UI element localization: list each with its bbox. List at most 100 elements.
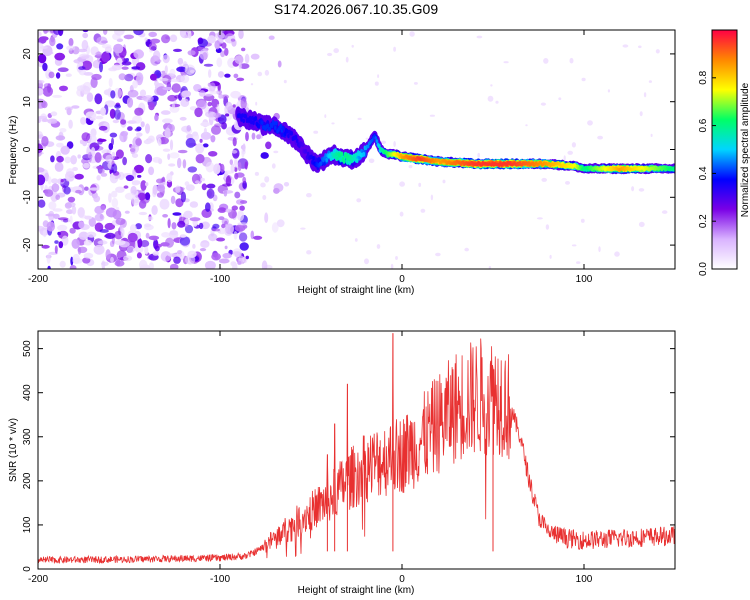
noise-blob (200, 177, 205, 182)
noise-blob (82, 257, 91, 264)
noise-blob (238, 232, 248, 242)
noise-blob (211, 228, 221, 232)
spectrogram-x-tick-label: -200 (28, 274, 48, 285)
noise-blob (254, 171, 259, 176)
ridge-mark (244, 114, 248, 119)
noise-blob (139, 259, 148, 269)
noise-blob (98, 125, 108, 131)
noise-blob (41, 244, 50, 249)
noise-blob (48, 201, 57, 210)
noise-blob (71, 105, 80, 109)
noise-blob (167, 218, 171, 229)
noise-speck (300, 227, 306, 230)
noise-blob (242, 143, 246, 152)
noise-blob (97, 240, 108, 245)
noise-blob (111, 163, 118, 174)
ridge-mark (355, 158, 359, 164)
spectrogram-y-tick-label: -10 (22, 190, 33, 205)
noise-blob (173, 256, 181, 264)
noise-blob (83, 72, 94, 76)
noise-blob (69, 227, 76, 234)
noise-blob (276, 219, 285, 228)
noise-speck (257, 71, 263, 77)
noise-blob (123, 255, 133, 262)
noise-blob (114, 240, 126, 246)
noise-blob (234, 166, 238, 172)
noise-blob (225, 208, 232, 213)
ridge-mark (286, 129, 289, 134)
noise-blob (136, 252, 142, 259)
noise-speck (390, 263, 394, 269)
snr-x-tick-label: -200 (28, 574, 48, 585)
noise-blob (179, 236, 191, 246)
ridge-mark (324, 153, 327, 158)
noise-blob (185, 137, 196, 148)
noise-blob (172, 212, 182, 216)
noise-blob (223, 190, 228, 197)
noise-blob (166, 173, 173, 183)
noise-blob (153, 50, 161, 61)
noise-blob (111, 151, 116, 160)
noise-blob (120, 119, 127, 125)
noise-blob (177, 57, 184, 65)
noise-blob (209, 90, 220, 95)
noise-blob (121, 66, 129, 70)
ridge-mark (257, 123, 261, 129)
noise-speck (631, 186, 635, 192)
noise-blob (38, 174, 46, 186)
noise-blob (160, 251, 172, 262)
noise-blob (133, 49, 144, 59)
colorbar-bar (712, 30, 737, 269)
ridge-mark (241, 113, 244, 118)
noise-blob (124, 192, 136, 200)
noise-blob (256, 134, 262, 140)
noise-blob (66, 45, 76, 51)
spectral-ridge (235, 106, 675, 175)
noise-blob (224, 47, 229, 57)
noise-speck (638, 45, 642, 49)
noise-blob (271, 222, 279, 233)
ridge-mark (275, 120, 278, 126)
noise-blob (55, 194, 60, 200)
noise-blob (131, 66, 141, 70)
ridge-mark (301, 142, 304, 148)
snr-x-tick-label: 100 (576, 574, 593, 585)
noise-blob (224, 73, 231, 78)
noise-blob (134, 241, 138, 252)
noise-speck (638, 188, 645, 192)
noise-blob (69, 265, 77, 269)
noise-blob (126, 97, 134, 108)
noise-blob (199, 242, 210, 248)
noise-blob (152, 251, 159, 256)
noise-blob (273, 183, 284, 193)
noise-blob (74, 173, 84, 180)
noise-blob (85, 111, 97, 119)
ridge-mark (312, 156, 315, 161)
noise-blob (48, 210, 55, 221)
noise-blob (84, 186, 89, 191)
noise-blob (132, 115, 143, 124)
noise-blob (268, 35, 275, 40)
noise-blob (93, 195, 101, 203)
noise-blob (144, 192, 151, 201)
noise-speck (306, 250, 312, 255)
noise-blob (47, 176, 52, 185)
ridge-mark (294, 134, 298, 140)
colorbar-label: Normalized spectral amplitude (740, 82, 750, 217)
noise-blob (218, 258, 230, 264)
noise-blob (193, 84, 202, 92)
ridge-mark (240, 117, 243, 122)
noise-blob (50, 155, 55, 163)
noise-blob (204, 260, 216, 269)
colorbar-frame (711, 29, 738, 270)
noise-blob (180, 191, 186, 203)
noise-blob (145, 123, 150, 134)
noise-blob (54, 245, 58, 254)
noise-blob (169, 152, 180, 159)
noise-blob (242, 176, 247, 184)
noise-speck (536, 217, 543, 220)
noise-speck (368, 158, 375, 164)
noise-speck (283, 79, 287, 84)
noise-blob (200, 131, 212, 140)
